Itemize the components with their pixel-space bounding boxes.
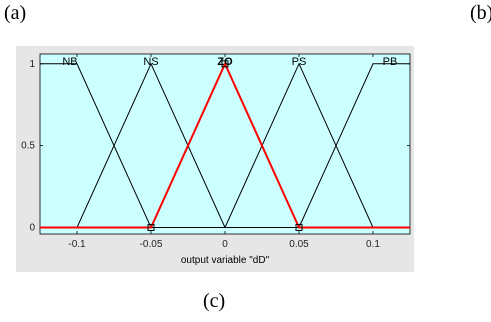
membership-function-figure: -0.1 -0.05 0 0.05 0.1 0 0.5 1 NB NS ZO PS PB output v… (16, 46, 414, 272)
y-tick-label: 0 (29, 222, 35, 233)
x-tick-label: 0 (222, 239, 228, 250)
x-tick-label: 0.1 (366, 239, 380, 250)
x-axis-label: output variable "dD" (181, 255, 270, 266)
series-line-zo[interactable] (40, 61, 410, 229)
series-label-zo: ZO (217, 56, 233, 68)
plot-area (39, 53, 411, 235)
series-label-nb: NB (62, 56, 77, 68)
series-line-pb[interactable] (40, 63, 410, 228)
y-tick-label: 1 (29, 59, 35, 70)
series-label-ns: NS (143, 56, 158, 68)
y-tick-label: 0.5 (21, 141, 35, 152)
panel-label-b: (b) (470, 2, 491, 24)
membership-function-chart[interactable]: -0.1 -0.05 0 0.05 0.1 0 0.5 1 NB NS ZO PS PB output v… (16, 46, 414, 272)
panel-label-a: (a) (4, 2, 27, 24)
vertex-handle[interactable] (295, 223, 303, 231)
series-label-pb: PB (383, 56, 398, 68)
series-label-ps: PS (292, 56, 307, 68)
x-tick-label: -0.05 (140, 239, 163, 250)
x-tick-label: 0.05 (289, 239, 309, 250)
x-tick-label: -0.1 (68, 239, 86, 250)
vertex-handle[interactable] (221, 60, 229, 68)
panel-label-c: (c) (203, 290, 226, 312)
vertex-handle[interactable] (147, 223, 155, 231)
